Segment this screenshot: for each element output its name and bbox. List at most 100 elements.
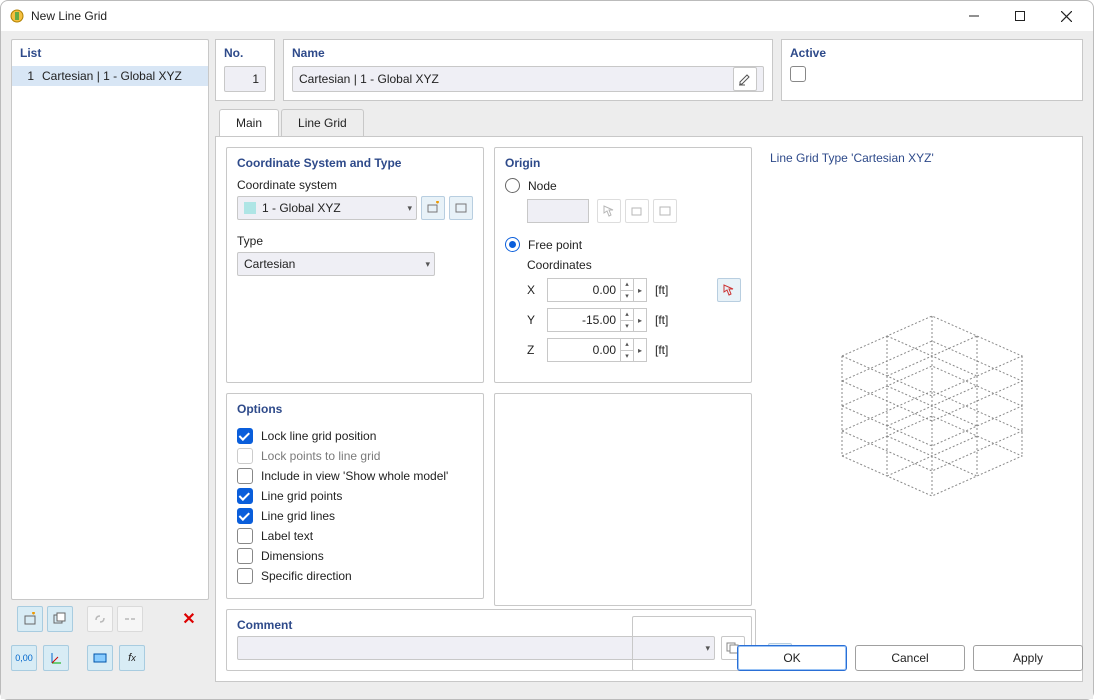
grid-lines-label: Line grid lines bbox=[261, 509, 335, 523]
cs-swatch-icon bbox=[244, 202, 256, 214]
close-button[interactable] bbox=[1043, 1, 1089, 31]
y-input[interactable]: -15.00 bbox=[547, 308, 621, 332]
copy-item-button[interactable] bbox=[47, 606, 73, 632]
name-group: Name Cartesian | 1 - Global XYZ bbox=[283, 39, 773, 101]
pick-node-button[interactable] bbox=[597, 199, 621, 223]
list-item[interactable]: 1 Cartesian | 1 - Global XYZ bbox=[12, 66, 208, 86]
footer: 0,00 fx OK Cancel Apply bbox=[11, 642, 1083, 674]
grid-lines-checkbox[interactable] bbox=[237, 508, 253, 524]
minimize-button[interactable] bbox=[951, 1, 997, 31]
unlink-button[interactable] bbox=[117, 606, 143, 632]
z-label: Z bbox=[527, 343, 541, 357]
no-label: No. bbox=[216, 40, 274, 66]
options-group: Options Lock line grid position Lock poi… bbox=[226, 393, 484, 599]
ok-button[interactable]: OK bbox=[737, 645, 847, 671]
active-label: Active bbox=[782, 40, 1082, 66]
x-label: X bbox=[527, 283, 541, 297]
list-item-label: Cartesian | 1 - Global XYZ bbox=[42, 69, 182, 83]
titlebar: New Line Grid bbox=[1, 1, 1093, 31]
z-input[interactable]: 0.00 bbox=[547, 338, 621, 362]
new-node-button[interactable] bbox=[625, 199, 649, 223]
name-value: Cartesian | 1 - Global XYZ bbox=[299, 72, 727, 86]
list-item-no: 1 bbox=[20, 69, 34, 83]
pick-point-button[interactable] bbox=[717, 278, 741, 302]
fx-button[interactable]: fx bbox=[119, 645, 145, 671]
lock-points-checkbox bbox=[237, 448, 253, 464]
origin-node-label: Node bbox=[528, 179, 557, 193]
specific-dir-checkbox[interactable] bbox=[237, 568, 253, 584]
empty-mid-box bbox=[494, 393, 752, 606]
coord-system-combo[interactable]: 1 - Global XYZ ▾ bbox=[237, 196, 417, 220]
tab-main[interactable]: Main bbox=[219, 109, 279, 136]
y-unit: [ft] bbox=[655, 313, 668, 327]
name-label: Name bbox=[284, 40, 772, 66]
coordinates-label: Coordinates bbox=[527, 258, 741, 272]
label-text-checkbox[interactable] bbox=[237, 528, 253, 544]
lock-position-checkbox[interactable] bbox=[237, 428, 253, 444]
preview-title: Line Grid Type 'Cartesian XYZ' bbox=[762, 147, 1072, 173]
edit-node-button[interactable] bbox=[653, 199, 677, 223]
list-body: 1 Cartesian | 1 - Global XYZ bbox=[12, 66, 208, 599]
options-title: Options bbox=[227, 394, 483, 420]
origin-freepoint-radio[interactable] bbox=[505, 237, 520, 252]
grid-preview-icon bbox=[802, 276, 1032, 536]
z-spinner[interactable]: ▴▾ bbox=[621, 338, 634, 362]
delete-icon: ✕ bbox=[182, 609, 195, 629]
tab-line-grid[interactable]: Line Grid bbox=[281, 109, 364, 136]
preview-panel: Line Grid Type 'Cartesian XYZ' bbox=[762, 147, 1072, 671]
include-view-checkbox[interactable] bbox=[237, 468, 253, 484]
delete-button[interactable]: ✕ bbox=[177, 607, 201, 631]
dialog-window: New Line Grid List 1 Cartesian | 1 - Glo… bbox=[0, 0, 1094, 700]
apply-button[interactable]: Apply bbox=[973, 645, 1083, 671]
client-area: List 1 Cartesian | 1 - Global XYZ bbox=[1, 31, 1093, 699]
list-toolbar: ✕ bbox=[11, 604, 207, 634]
x-unit: [ft] bbox=[655, 283, 668, 297]
active-checkbox[interactable] bbox=[790, 66, 806, 82]
origin-title: Origin bbox=[495, 148, 751, 174]
type-label: Type bbox=[237, 234, 473, 248]
origin-node-radio[interactable] bbox=[505, 178, 520, 193]
list-panel: List 1 Cartesian | 1 - Global XYZ bbox=[11, 39, 209, 600]
grid-points-checkbox[interactable] bbox=[237, 488, 253, 504]
lock-points-label: Lock points to line grid bbox=[261, 449, 380, 463]
tab-body: Coordinate System and Type Coordinate sy… bbox=[215, 136, 1083, 682]
y-spinner[interactable]: ▴▾ bbox=[621, 308, 634, 332]
link-button[interactable] bbox=[87, 606, 113, 632]
chevron-down-icon: ▾ bbox=[425, 259, 430, 270]
name-field[interactable]: Cartesian | 1 - Global XYZ bbox=[292, 66, 764, 92]
edit-name-button[interactable] bbox=[733, 67, 757, 91]
specific-dir-label: Specific direction bbox=[261, 569, 352, 583]
origin-group: Origin Node bbox=[494, 147, 752, 383]
dimensions-checkbox[interactable] bbox=[237, 548, 253, 564]
active-group: Active bbox=[781, 39, 1083, 101]
edit-cs-button[interactable] bbox=[449, 196, 473, 220]
x-input[interactable]: 0.00 bbox=[547, 278, 621, 302]
y-menu-button[interactable]: ▸ bbox=[634, 308, 647, 332]
tabs: Main Line Grid bbox=[215, 109, 1083, 136]
new-cs-button[interactable] bbox=[421, 196, 445, 220]
no-field[interactable]: 1 bbox=[224, 66, 266, 92]
cancel-button[interactable]: Cancel bbox=[855, 645, 965, 671]
window-title: New Line Grid bbox=[31, 9, 107, 23]
units-button[interactable]: 0,00 bbox=[11, 645, 37, 671]
coord-system-group: Coordinate System and Type Coordinate sy… bbox=[226, 147, 484, 383]
origin-freepoint-label: Free point bbox=[528, 238, 582, 252]
maximize-button[interactable] bbox=[997, 1, 1043, 31]
app-icon bbox=[9, 8, 25, 24]
z-unit: [ft] bbox=[655, 343, 668, 357]
z-menu-button[interactable]: ▸ bbox=[634, 338, 647, 362]
label-text-label: Label text bbox=[261, 529, 313, 543]
no-group: No. 1 bbox=[215, 39, 275, 101]
view-button[interactable] bbox=[87, 645, 113, 671]
x-spinner[interactable]: ▴▾ bbox=[621, 278, 634, 302]
coord-system-title: Coordinate System and Type bbox=[227, 148, 483, 174]
coord-system-label: Coordinate system bbox=[237, 178, 473, 192]
dimensions-label: Dimensions bbox=[261, 549, 324, 563]
chevron-down-icon: ▾ bbox=[407, 203, 412, 214]
grid-points-label: Line grid points bbox=[261, 489, 342, 503]
axes-button[interactable] bbox=[43, 645, 69, 671]
x-menu-button[interactable]: ▸ bbox=[634, 278, 647, 302]
type-combo[interactable]: Cartesian ▾ bbox=[237, 252, 435, 276]
new-item-button[interactable] bbox=[17, 606, 43, 632]
lock-position-label: Lock line grid position bbox=[261, 429, 376, 443]
